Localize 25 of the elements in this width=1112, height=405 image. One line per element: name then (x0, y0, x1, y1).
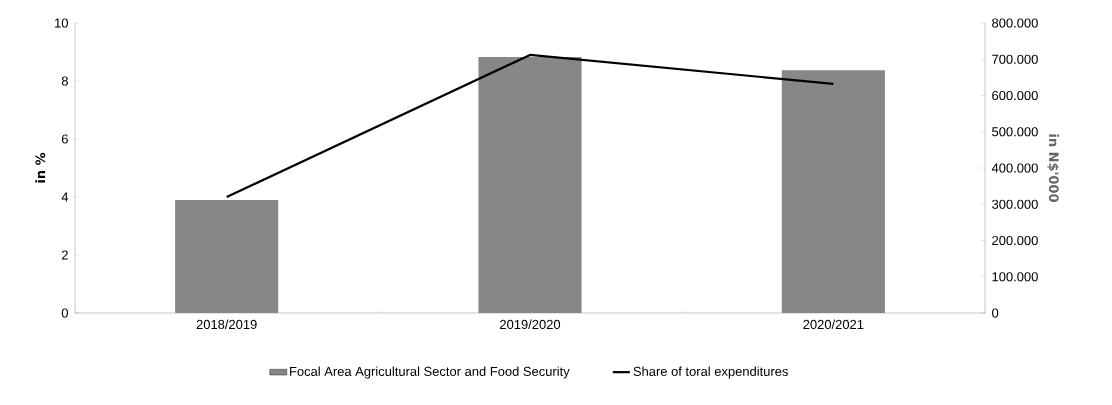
y-tick-label: 10 (55, 18, 68, 28)
y-tick-label: 0 (61, 308, 68, 318)
bar (478, 57, 582, 313)
y-tick-label: 6 (61, 134, 68, 144)
y2-tick-label: 100.000 (992, 272, 1038, 282)
y-tick-label: 8 (61, 76, 68, 86)
legend-label: Share of toral expenditures (633, 366, 788, 379)
x-tick-label: 2018/2019 (196, 319, 257, 330)
y2-tick-label: 300.000 (992, 199, 1038, 209)
y2-tick-label: 0 (992, 308, 999, 318)
y2-tick-label: 700.000 (992, 54, 1038, 64)
bar (175, 199, 279, 313)
bar (781, 70, 885, 313)
y2-tick-label: 500.000 (992, 127, 1038, 137)
y2-tick-label: 200.000 (992, 235, 1038, 246)
y2-tick-label: 600.000 (992, 90, 1038, 101)
y-axis-title: in % (35, 152, 46, 183)
y-tick-label: 4 (61, 192, 69, 202)
y2-tick-label: 400.000 (991, 163, 1038, 173)
y2-tick-label: 800.000 (992, 18, 1038, 28)
x-tick-label: 2020/2021 (803, 319, 864, 330)
legend-label: Focal Area Agricultural Sector and Food Security (290, 366, 570, 379)
y-tick-label: 2 (61, 250, 68, 260)
y2-axis-title: in N$'000 (1047, 134, 1059, 202)
x-tick-label: 2019/2020 (500, 319, 561, 330)
